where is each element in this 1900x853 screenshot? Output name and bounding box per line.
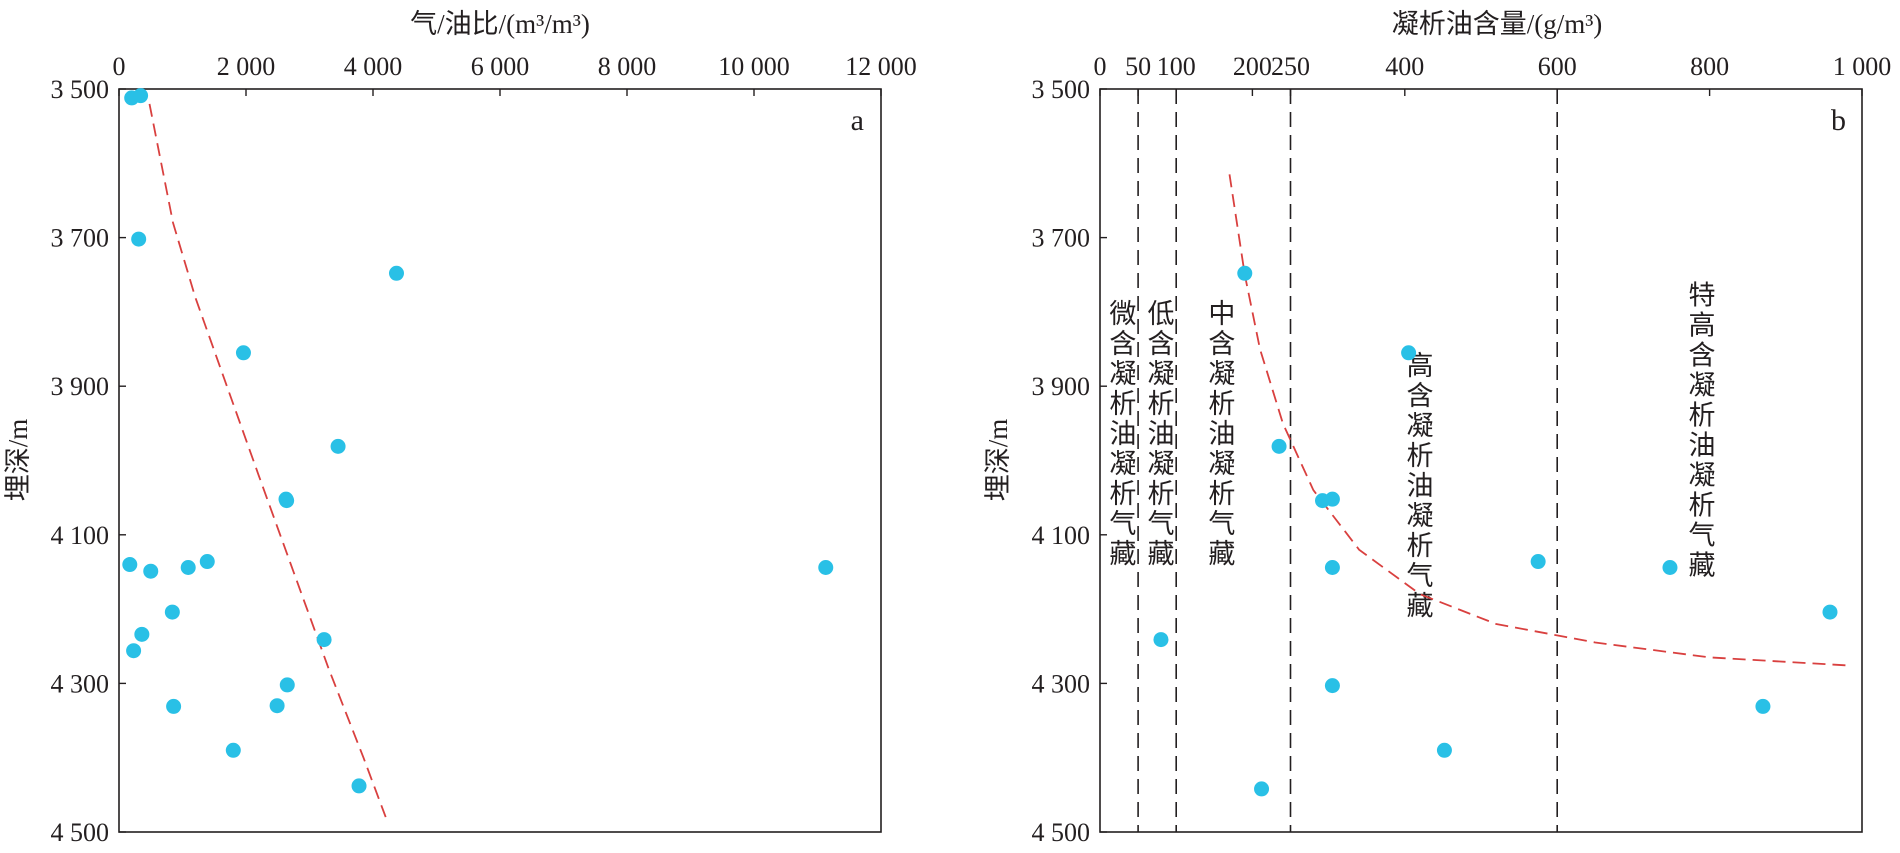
x-tick-label: 250: [1271, 52, 1310, 81]
data-point: [1401, 345, 1417, 361]
zone-label: 中含凝析油凝析气藏: [1208, 299, 1235, 569]
panel-a-letter: a: [851, 104, 864, 137]
data-point: [269, 698, 285, 714]
panel-b-y-axis-title: 埋深/m: [983, 419, 1013, 502]
x-tick-label: 0: [1094, 52, 1107, 81]
panel-a-y-ticks: 3 500 3 700 3 900 4 100 4 300 4 500: [51, 75, 126, 847]
data-point: [164, 604, 180, 620]
zone-label: 特高含凝析油凝析气藏: [1688, 280, 1715, 580]
y-tick-label: 3 900: [1032, 372, 1091, 401]
panel-b-x-ticks: 0 50 100 200 250 400 600 800 1 000: [1094, 52, 1892, 96]
panel-a-x-axis-title: 气/油比/(m³/m³): [410, 9, 590, 39]
trend-line: [1228, 174, 1851, 667]
x-tick-label: 1 000: [1833, 52, 1892, 81]
y-tick-label: 3 900: [51, 372, 110, 401]
data-point: [199, 554, 215, 570]
x-tick-label: 0: [113, 52, 126, 81]
y-tick-label: 4 300: [1032, 669, 1091, 698]
y-tick-label: 4 100: [51, 521, 110, 550]
y-tick-label: 4 500: [1032, 818, 1091, 847]
zone-label: 微含凝析油凝析气藏: [1109, 299, 1136, 569]
data-point: [235, 345, 251, 361]
panel-a-trend: [148, 103, 387, 818]
panel-b-points: [1153, 265, 1838, 797]
panel-a-x-ticks: 0 2 000 4 000 6 000 8 000 10 000 12 000: [113, 52, 917, 96]
data-point: [1755, 698, 1771, 714]
panel-b-x-axis-title: 凝析油含量/(g/m³): [1392, 9, 1603, 39]
y-tick-label: 3 700: [1032, 224, 1091, 253]
data-point: [351, 778, 367, 794]
zone-label: 低含凝析油凝析气藏: [1147, 299, 1174, 569]
panel-b-trend: [1228, 174, 1851, 667]
x-tick-label: 4 000: [344, 52, 403, 81]
data-point: [1436, 742, 1452, 758]
x-tick-label: 600: [1538, 52, 1577, 81]
x-tick-label: 200: [1233, 52, 1272, 81]
x-tick-label: 50: [1125, 52, 1151, 81]
data-point: [180, 559, 196, 575]
data-point: [330, 438, 346, 454]
panel-b-letter: b: [1831, 104, 1846, 137]
trend-line: [148, 103, 387, 818]
y-tick-label: 3 700: [51, 224, 110, 253]
data-point: [279, 677, 295, 693]
data-point: [143, 563, 159, 579]
panel-a-y-axis-title: 埋深/m: [3, 419, 33, 502]
data-point: [126, 643, 142, 659]
panel-b-boundaries: [1137, 89, 1558, 832]
y-tick-label: 4 500: [51, 818, 110, 847]
data-point: [388, 265, 404, 281]
x-tick-label: 400: [1385, 52, 1424, 81]
data-point: [134, 626, 150, 642]
y-tick-label: 4 100: [1032, 521, 1091, 550]
y-tick-label: 3 500: [51, 75, 110, 104]
zone-label: 高含凝析油凝析气藏: [1407, 351, 1434, 621]
data-point: [166, 698, 182, 714]
x-tick-label: 6 000: [471, 52, 530, 81]
data-point: [131, 231, 147, 247]
panel-b-plot-frame: [1099, 88, 1863, 833]
x-tick-label: 12 000: [845, 52, 917, 81]
x-tick-label: 100: [1157, 52, 1196, 81]
data-point: [1530, 554, 1546, 570]
data-point: [1662, 559, 1678, 575]
data-point: [279, 493, 295, 509]
x-tick-label: 2 000: [217, 52, 276, 81]
x-tick-label: 800: [1690, 52, 1729, 81]
data-point: [133, 88, 149, 104]
data-point: [1822, 604, 1838, 620]
data-point: [1153, 632, 1169, 648]
data-point: [1271, 438, 1287, 454]
data-point: [225, 742, 241, 758]
data-point: [1237, 265, 1253, 281]
data-point: [1324, 491, 1340, 507]
panel-a-plot-frame: [118, 88, 882, 833]
data-point: [122, 557, 138, 573]
data-point: [316, 632, 332, 648]
panel-a: 气/油比/(m³/m³) 埋深/m a 0 2 000 4 000 6 000 8 00…: [3, 9, 917, 847]
data-point: [1324, 678, 1340, 694]
y-tick-label: 4 300: [51, 669, 110, 698]
panel-a-points: [122, 88, 834, 794]
panel-b-y-ticks: 3 500 3 700 3 900 4 100 4 300 4 500: [1032, 75, 1107, 847]
data-point: [1254, 781, 1270, 797]
x-tick-label: 10 000: [718, 52, 790, 81]
data-point: [1324, 559, 1340, 575]
panel-b: 凝析油含量/(g/m³) 埋深/m b 0 50 100 200 250 400 600 80…: [983, 9, 1891, 847]
x-tick-label: 8 000: [598, 52, 657, 81]
data-point: [818, 559, 834, 575]
y-tick-label: 3 500: [1032, 75, 1091, 104]
